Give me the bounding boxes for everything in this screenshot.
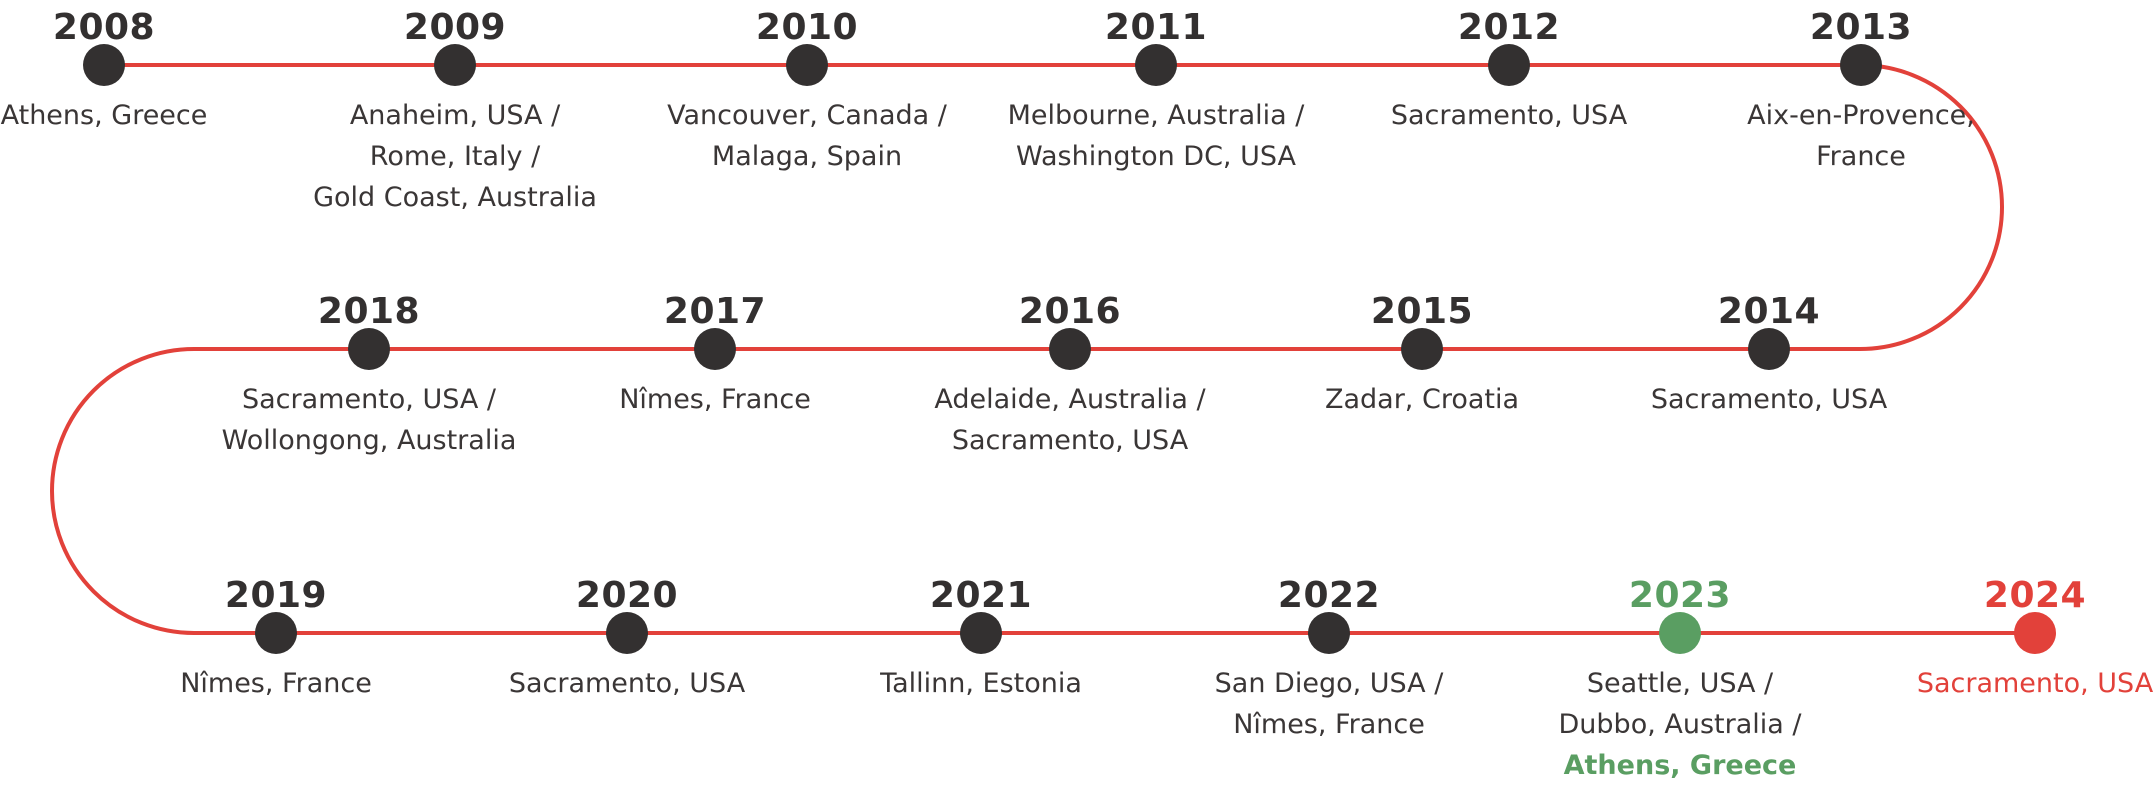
location-line: Seattle, USA / bbox=[1586, 668, 1774, 699]
location-label-2019: Nîmes, France bbox=[180, 663, 372, 704]
timeline-node-2019 bbox=[255, 612, 297, 654]
year-label-2012: 2012 bbox=[1457, 7, 1561, 48]
timeline-node-2014 bbox=[1748, 328, 1790, 370]
timeline-node-2012 bbox=[1488, 44, 1530, 86]
year-label-2008: 2008 bbox=[52, 7, 156, 48]
location-line: Sacramento, USA bbox=[508, 668, 746, 699]
year-label-2023: 2023 bbox=[1628, 575, 1732, 616]
location-label-2018: Sacramento, USA / Wollongong, Australia bbox=[222, 379, 517, 461]
timeline-node-2023 bbox=[1659, 612, 1701, 654]
year-label-2011: 2011 bbox=[1104, 7, 1208, 48]
location-line: Malaga, Spain bbox=[711, 141, 903, 172]
year-label-2009: 2009 bbox=[403, 7, 507, 48]
year-label-2013: 2013 bbox=[1809, 7, 1913, 48]
timeline-path bbox=[50, 63, 2035, 635]
location-line: San Diego, USA / bbox=[1214, 668, 1444, 699]
timeline-node-2016 bbox=[1049, 328, 1091, 370]
year-label-2024: 2024 bbox=[1983, 575, 2087, 616]
location-line: Sacramento, USA bbox=[951, 425, 1189, 456]
location-line: Washington DC, USA bbox=[1016, 141, 1296, 172]
location-label-2013: Aix-en-Provence, France bbox=[1747, 95, 1975, 177]
location-line: Adelaide, Australia / bbox=[934, 384, 1206, 415]
location-label-2017: Nîmes, France bbox=[619, 379, 811, 420]
timeline-node-2022 bbox=[1308, 612, 1350, 654]
location-label-2009: Anaheim, USA / Rome, Italy / Gold Coast, A… bbox=[313, 95, 597, 218]
timeline-node-2008 bbox=[83, 44, 125, 86]
location-label-2023: Seattle, USA / Dubbo, Australia / Athens, … bbox=[1559, 663, 1802, 786]
location-line: Anaheim, USA / bbox=[349, 100, 561, 131]
location-label-2024: Sacramento, USA bbox=[1917, 663, 2153, 704]
location-label-2014: Sacramento, USA bbox=[1651, 379, 1887, 420]
location-line: Athens, Greece bbox=[1563, 750, 1797, 781]
location-label-2010: Vancouver, Canada / Malaga, Spain bbox=[667, 95, 947, 177]
year-label-2019: 2019 bbox=[224, 575, 328, 616]
location-line: Nîmes, France bbox=[180, 668, 372, 699]
location-line: Gold Coast, Australia bbox=[313, 182, 597, 213]
timeline-node-2011 bbox=[1135, 44, 1177, 86]
location-line: Dubbo, Australia / bbox=[1558, 709, 1802, 740]
location-label-2021: Tallinn, Estonia bbox=[880, 663, 1082, 704]
location-line: Melbourne, Australia / bbox=[1007, 100, 1305, 131]
location-label-2008: Athens, Greece bbox=[1, 95, 208, 136]
location-label-2012: Sacramento, USA bbox=[1391, 95, 1627, 136]
location-line: Vancouver, Canada / bbox=[667, 100, 947, 131]
timeline-node-2013 bbox=[1840, 44, 1882, 86]
location-line: Athens, Greece bbox=[0, 100, 208, 131]
location-label-2016: Adelaide, Australia / Sacramento, USA bbox=[934, 379, 1205, 461]
location-label-2011: Melbourne, Australia / Washington DC, USA bbox=[1008, 95, 1305, 177]
location-line: Zadar, Croatia bbox=[1324, 384, 1520, 415]
year-label-2017: 2017 bbox=[663, 291, 767, 332]
timeline-node-2009 bbox=[434, 44, 476, 86]
year-label-2014: 2014 bbox=[1717, 291, 1821, 332]
year-label-2020: 2020 bbox=[575, 575, 679, 616]
location-line: Aix-en-Provence, bbox=[1747, 100, 1975, 131]
timeline-node-2017 bbox=[694, 328, 736, 370]
location-line: Sacramento, USA / bbox=[241, 384, 497, 415]
timeline-node-2024 bbox=[2014, 612, 2056, 654]
location-label-2020: Sacramento, USA bbox=[509, 663, 745, 704]
location-label-2022: San Diego, USA / Nîmes, France bbox=[1215, 663, 1444, 745]
location-line: Tallinn, Estonia bbox=[880, 668, 1082, 699]
location-line: Rome, Italy / bbox=[369, 141, 541, 172]
timeline-node-2018 bbox=[348, 328, 390, 370]
year-label-2016: 2016 bbox=[1018, 291, 1122, 332]
timeline-nodes bbox=[83, 44, 2056, 654]
timeline-node-2015 bbox=[1401, 328, 1443, 370]
year-label-2018: 2018 bbox=[317, 291, 421, 332]
year-label-2010: 2010 bbox=[755, 7, 859, 48]
location-line: France bbox=[1816, 141, 1906, 172]
location-line: Nîmes, France bbox=[619, 384, 811, 415]
timeline-node-2021 bbox=[960, 612, 1002, 654]
location-line: Sacramento, USA bbox=[1916, 668, 2154, 699]
timeline-node-2020 bbox=[606, 612, 648, 654]
year-label-2021: 2021 bbox=[929, 575, 1033, 616]
location-line: Sacramento, USA bbox=[1650, 384, 1888, 415]
location-line: Sacramento, USA bbox=[1390, 100, 1628, 131]
year-label-2015: 2015 bbox=[1370, 291, 1474, 332]
location-line: Nîmes, France bbox=[1233, 709, 1425, 740]
timeline-node-2010 bbox=[786, 44, 828, 86]
location-line: Wollongong, Australia bbox=[221, 425, 517, 456]
year-label-2022: 2022 bbox=[1277, 575, 1381, 616]
location-label-2015: Zadar, Croatia bbox=[1325, 379, 1519, 420]
